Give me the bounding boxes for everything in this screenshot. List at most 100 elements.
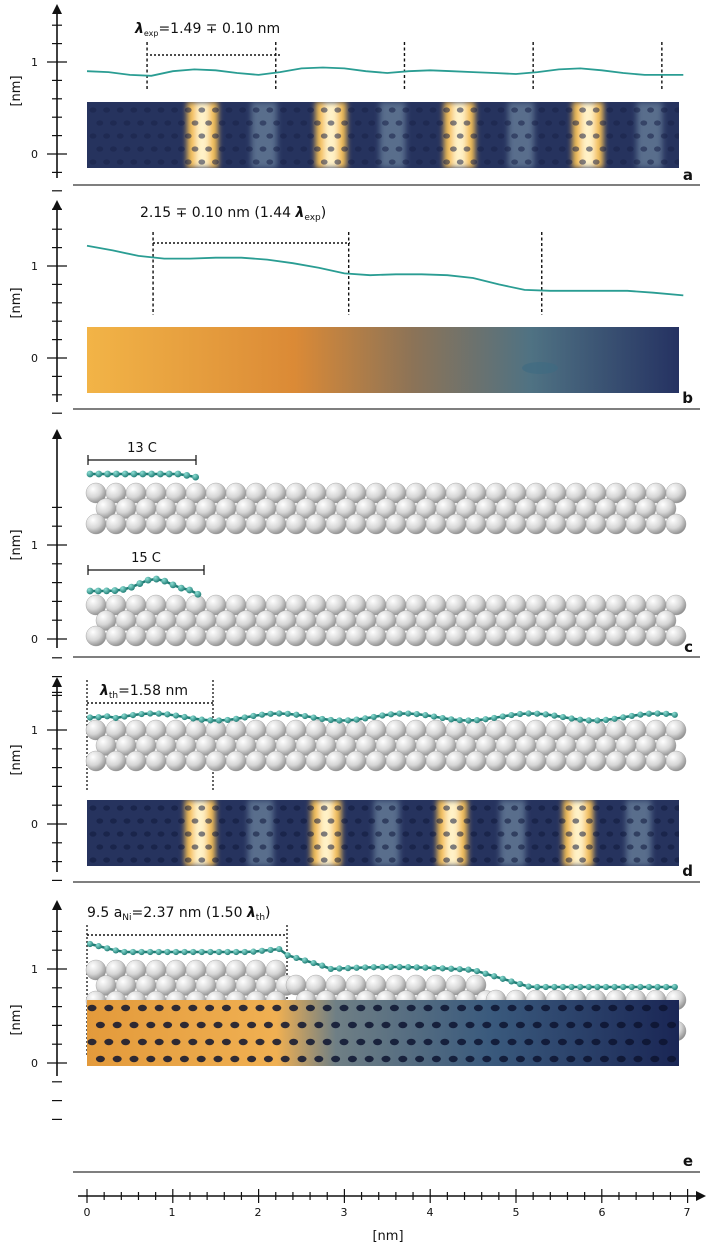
c-atom bbox=[121, 470, 129, 478]
lattice-spot bbox=[280, 133, 287, 139]
lattice-spot bbox=[545, 146, 552, 152]
lambda-symbol: λ bbox=[99, 683, 109, 699]
lattice-spot bbox=[579, 857, 586, 863]
lattice-spot bbox=[538, 107, 546, 113]
lattice-spot bbox=[518, 844, 525, 850]
lattice-spot bbox=[184, 133, 192, 139]
lattice-spot bbox=[450, 818, 457, 824]
ni-atom bbox=[505, 625, 527, 647]
ni-atom bbox=[625, 513, 647, 535]
ni-atom bbox=[605, 513, 627, 535]
stripe-highlight bbox=[581, 102, 595, 168]
lattice-spot bbox=[252, 831, 260, 837]
lattice-spot bbox=[150, 146, 158, 152]
c-atom bbox=[198, 948, 205, 956]
c-atom bbox=[422, 964, 429, 971]
lattice-spot bbox=[103, 107, 110, 113]
ni-atom bbox=[485, 750, 507, 772]
lattice-spot bbox=[402, 831, 410, 837]
lattice-spot bbox=[511, 857, 518, 863]
lattice-spot bbox=[178, 146, 185, 152]
c-atom bbox=[250, 948, 257, 955]
lattice-spot bbox=[247, 1021, 257, 1029]
lattice-spot bbox=[674, 805, 679, 811]
lattice-spot bbox=[96, 844, 104, 850]
lattice-spot bbox=[650, 1055, 660, 1063]
lattice-spot bbox=[606, 159, 614, 165]
lattice-spot bbox=[356, 1004, 366, 1012]
lattice-spot bbox=[130, 831, 138, 837]
ni-atom bbox=[445, 625, 467, 647]
lattice-spot bbox=[314, 844, 321, 850]
lattice-spot bbox=[591, 1038, 601, 1046]
lattice-spot bbox=[87, 1038, 97, 1046]
c-atom bbox=[594, 717, 601, 724]
c-atom bbox=[396, 710, 403, 717]
lattice-spot bbox=[198, 805, 206, 811]
c-atom bbox=[155, 948, 162, 956]
lattice-spot bbox=[123, 844, 131, 850]
lattice-spot bbox=[112, 1055, 122, 1063]
ni-atom bbox=[565, 750, 587, 772]
lattice-spot bbox=[484, 133, 491, 139]
lattice-spot bbox=[511, 831, 518, 837]
stm-image bbox=[87, 102, 679, 168]
lattice-spot bbox=[171, 805, 179, 811]
ni-atom bbox=[605, 625, 627, 647]
lattice-spot bbox=[263, 1021, 273, 1029]
lattice-spot bbox=[443, 107, 450, 113]
lattice-spot bbox=[178, 844, 185, 850]
lattice-spot bbox=[633, 1055, 643, 1063]
lattice-spot bbox=[110, 146, 117, 152]
y-axis-label: [nm] bbox=[9, 529, 24, 560]
lattice-spot bbox=[293, 805, 301, 811]
ni-atom bbox=[365, 750, 387, 772]
lattice-spot bbox=[348, 159, 355, 165]
lattice-spot bbox=[286, 120, 294, 126]
lattice-spot bbox=[524, 133, 532, 139]
lattice-spot bbox=[641, 1004, 651, 1012]
lattice-spot bbox=[484, 857, 491, 863]
lattice-spot bbox=[422, 120, 430, 126]
lattice-spot bbox=[300, 818, 308, 824]
lattice-spot bbox=[552, 857, 559, 863]
lattice-spot bbox=[96, 818, 104, 824]
lattice-spot bbox=[212, 133, 219, 139]
c-atom bbox=[181, 948, 188, 956]
lattice-spot bbox=[375, 133, 382, 139]
c-atom bbox=[86, 470, 94, 478]
lattice-spot bbox=[247, 1055, 257, 1063]
lattice-spot bbox=[266, 857, 274, 863]
ni-slab bbox=[85, 719, 687, 772]
lattice-spot bbox=[280, 805, 287, 811]
lattice-spot bbox=[431, 1055, 441, 1063]
lattice-spot bbox=[307, 159, 314, 165]
lattice-spot bbox=[104, 1004, 114, 1012]
c-atom bbox=[448, 965, 455, 972]
x-tick-label: 5 bbox=[513, 1206, 520, 1219]
ni-atom bbox=[205, 750, 227, 772]
lattice-spot bbox=[640, 120, 648, 126]
lattice-spot bbox=[255, 1038, 265, 1046]
lattice-spot bbox=[322, 1004, 332, 1012]
ni-slab-bottom bbox=[85, 594, 687, 647]
lattice-spot bbox=[545, 844, 552, 850]
lattice-spot bbox=[633, 133, 641, 139]
lattice-spot bbox=[647, 857, 654, 863]
lattice-spot bbox=[171, 159, 179, 165]
ni-atom bbox=[485, 625, 507, 647]
c-atom bbox=[129, 948, 137, 956]
c-atom bbox=[95, 943, 102, 950]
lattice-spot bbox=[375, 857, 382, 863]
c-atom bbox=[181, 713, 188, 721]
lattice-spot bbox=[116, 107, 124, 113]
c-atom bbox=[161, 577, 169, 585]
lattice-spot bbox=[608, 1004, 618, 1012]
lattice-spot bbox=[565, 805, 573, 811]
ni-atom bbox=[665, 513, 687, 535]
x-tick-label: 7 bbox=[684, 1206, 691, 1219]
lattice-spot bbox=[246, 146, 253, 152]
lattice-spot bbox=[497, 857, 505, 863]
c-atom bbox=[95, 470, 103, 478]
lattice-spot bbox=[388, 159, 396, 165]
